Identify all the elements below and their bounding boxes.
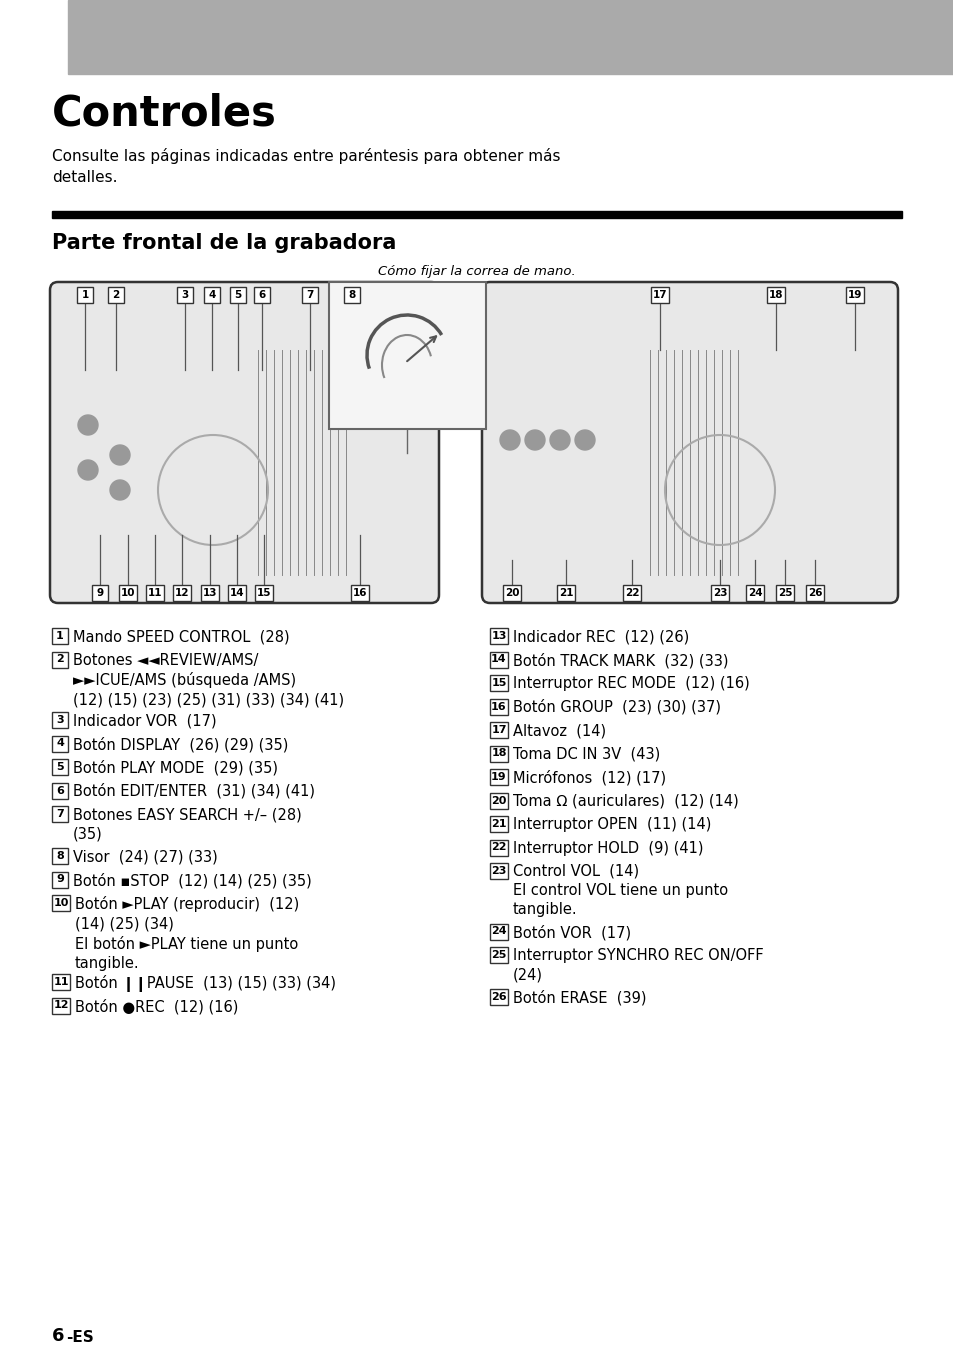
Text: 5: 5 — [234, 291, 241, 300]
Text: 4: 4 — [208, 291, 215, 300]
Bar — [52, 872, 68, 888]
Text: Botones EASY SEARCH +/– (28)
(35): Botones EASY SEARCH +/– (28) (35) — [73, 807, 301, 841]
Bar — [253, 287, 270, 303]
Bar — [228, 585, 246, 602]
Text: 13: 13 — [203, 588, 217, 598]
Text: 21: 21 — [491, 819, 506, 828]
Text: Toma Ω (auriculares)  (12) (14): Toma Ω (auriculares) (12) (14) — [513, 793, 738, 808]
Bar — [490, 652, 507, 668]
Text: Botón VOR  (17): Botón VOR (17) — [513, 925, 631, 940]
Bar — [52, 998, 70, 1013]
Text: 20: 20 — [504, 588, 518, 598]
Bar — [52, 652, 68, 668]
Circle shape — [575, 430, 595, 449]
Text: 12: 12 — [53, 1001, 69, 1010]
Text: 4: 4 — [56, 739, 64, 748]
Circle shape — [78, 460, 98, 479]
Text: 9: 9 — [56, 875, 64, 884]
Text: 19: 19 — [491, 771, 506, 782]
Text: Botón ▪STOP  (12) (14) (25) (35): Botón ▪STOP (12) (14) (25) (35) — [73, 872, 312, 888]
Text: 16: 16 — [491, 702, 506, 712]
Text: Altavoz  (14): Altavoz (14) — [513, 722, 605, 737]
Text: Botón TRACK MARK  (32) (33): Botón TRACK MARK (32) (33) — [513, 652, 728, 668]
Text: 5: 5 — [56, 762, 64, 771]
Text: Botón PLAY MODE  (29) (35): Botón PLAY MODE (29) (35) — [73, 760, 277, 775]
Bar — [490, 675, 507, 691]
Bar — [344, 287, 359, 303]
Text: 22: 22 — [624, 588, 639, 598]
Text: Interruptor HOLD  (9) (41): Interruptor HOLD (9) (41) — [513, 841, 702, 856]
Circle shape — [110, 479, 130, 500]
Bar — [710, 585, 728, 602]
Text: 15: 15 — [491, 678, 506, 689]
Bar — [650, 287, 668, 303]
Bar — [52, 807, 68, 822]
Bar — [254, 585, 273, 602]
Bar — [230, 287, 246, 303]
Text: 17: 17 — [491, 725, 506, 735]
Text: Interruptor REC MODE  (12) (16): Interruptor REC MODE (12) (16) — [513, 676, 749, 691]
Text: 2: 2 — [112, 291, 119, 300]
Bar — [745, 585, 763, 602]
Text: 18: 18 — [768, 291, 782, 300]
Text: Micrófonos  (12) (17): Micrófonos (12) (17) — [513, 770, 665, 785]
Bar — [775, 585, 793, 602]
Bar — [91, 585, 108, 602]
Bar — [77, 287, 92, 303]
Circle shape — [524, 430, 544, 449]
Text: 12: 12 — [174, 588, 189, 598]
Text: Botón DISPLAY  (26) (29) (35): Botón DISPLAY (26) (29) (35) — [73, 736, 288, 752]
Bar — [845, 287, 863, 303]
Bar — [490, 989, 507, 1005]
Bar — [490, 947, 507, 963]
Bar — [490, 923, 507, 940]
Text: 6: 6 — [56, 785, 64, 796]
Bar — [68, 0, 953, 73]
Bar — [201, 585, 219, 602]
Text: 1: 1 — [81, 291, 89, 300]
Bar — [52, 782, 68, 799]
Text: 11: 11 — [53, 976, 69, 987]
Text: 6: 6 — [52, 1327, 65, 1344]
Text: Interruptor OPEN  (11) (14): Interruptor OPEN (11) (14) — [513, 818, 711, 832]
Circle shape — [550, 430, 569, 449]
Text: 24: 24 — [747, 588, 761, 598]
Bar — [490, 722, 507, 737]
Text: Indicador REC  (12) (26): Indicador REC (12) (26) — [513, 629, 688, 644]
Text: 10: 10 — [121, 588, 135, 598]
Text: Interruptor SYNCHRO REC ON/OFF
(24): Interruptor SYNCHRO REC ON/OFF (24) — [513, 948, 762, 982]
Text: 1: 1 — [56, 631, 64, 641]
Bar — [622, 585, 640, 602]
Text: Botón ERASE  (39): Botón ERASE (39) — [513, 990, 646, 1005]
FancyBboxPatch shape — [329, 282, 485, 429]
Text: Botones ◄◄REVIEW/AMS/
►►ICUE/AMS (búsqueda /AMS)
(12) (15) (23) (25) (31) (33) (: Botones ◄◄REVIEW/AMS/ ►►ICUE/AMS (búsque… — [73, 652, 344, 708]
FancyBboxPatch shape — [481, 282, 897, 603]
Bar — [52, 895, 70, 911]
Text: 25: 25 — [777, 588, 791, 598]
Text: Botón EDIT/ENTER  (31) (34) (41): Botón EDIT/ENTER (31) (34) (41) — [73, 784, 314, 799]
Text: Botón ❙❙PAUSE  (13) (15) (33) (34): Botón ❙❙PAUSE (13) (15) (33) (34) — [75, 975, 335, 991]
Circle shape — [499, 430, 519, 449]
Text: 23: 23 — [491, 866, 506, 876]
Bar — [490, 769, 507, 785]
Text: 26: 26 — [807, 588, 821, 598]
Text: detalles.: detalles. — [52, 170, 117, 185]
Text: 24: 24 — [491, 926, 506, 937]
Bar — [108, 287, 124, 303]
Bar — [490, 746, 507, 762]
Text: Parte frontal de la grabadora: Parte frontal de la grabadora — [52, 234, 395, 253]
FancyBboxPatch shape — [50, 282, 438, 603]
Text: Visor  (24) (27) (33): Visor (24) (27) (33) — [73, 849, 217, 864]
Text: 8: 8 — [348, 291, 355, 300]
Bar — [805, 585, 823, 602]
Text: Cómo fijar la correa de mano.: Cómo fijar la correa de mano. — [377, 265, 576, 278]
Text: Toma DC IN 3V  (43): Toma DC IN 3V (43) — [513, 747, 659, 762]
Text: Controles: Controles — [52, 92, 276, 134]
Text: 23: 23 — [712, 588, 726, 598]
Text: 26: 26 — [491, 991, 506, 1002]
Text: Botón GROUP  (23) (30) (37): Botón GROUP (23) (30) (37) — [513, 699, 720, 716]
Text: 25: 25 — [491, 951, 506, 960]
Circle shape — [110, 445, 130, 464]
Bar — [490, 862, 507, 879]
Text: 13: 13 — [491, 631, 506, 641]
